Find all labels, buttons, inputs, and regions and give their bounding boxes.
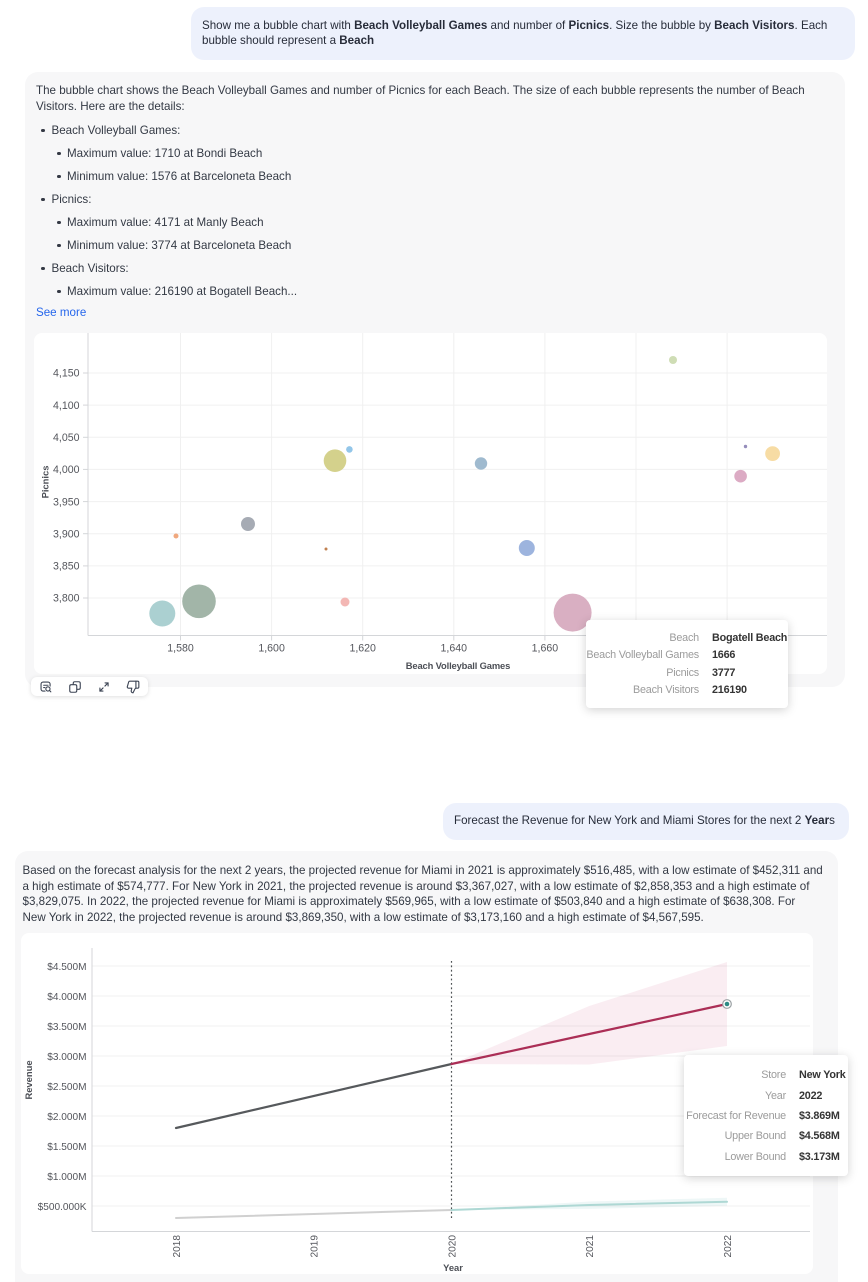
svg-text:2022: 2022 [723, 1235, 734, 1258]
svg-text:3,800: 3,800 [53, 593, 80, 605]
svg-text:$1.500M: $1.500M [47, 1142, 86, 1153]
svg-text:4,100: 4,100 [53, 400, 80, 412]
svg-text:$1.000M: $1.000M [47, 1172, 86, 1183]
svg-text:3,850: 3,850 [53, 561, 80, 573]
svg-text:$500.000K: $500.000K [38, 1202, 87, 1213]
svg-text:$3.500M: $3.500M [47, 1022, 86, 1033]
svg-text:$3.000M: $3.000M [47, 1052, 86, 1063]
svg-text:$2.000M: $2.000M [47, 1112, 86, 1123]
svg-text:$2.500M: $2.500M [47, 1082, 86, 1093]
svg-text:2018: 2018 [172, 1235, 183, 1258]
svg-text:Beach Volleyball Games: Beach Volleyball Games [406, 660, 510, 671]
svg-text:2019: 2019 [310, 1235, 321, 1258]
svg-text:4,150: 4,150 [53, 368, 80, 380]
svg-text:1,640: 1,640 [441, 643, 468, 655]
svg-text:Picnics: Picnics [40, 466, 51, 499]
svg-text:1,600: 1,600 [258, 643, 285, 655]
svg-text:3,900: 3,900 [53, 528, 80, 540]
svg-text:2020: 2020 [447, 1235, 458, 1258]
svg-text:$4.500M: $4.500M [47, 962, 86, 973]
svg-text:4,000: 4,000 [53, 464, 80, 476]
svg-text:1,660: 1,660 [532, 643, 559, 655]
svg-text:3,950: 3,950 [53, 496, 80, 508]
svg-text:Year: Year [443, 1262, 463, 1273]
svg-text:2021: 2021 [585, 1235, 596, 1258]
svg-text:4,050: 4,050 [53, 432, 80, 444]
svg-text:1,620: 1,620 [349, 643, 376, 655]
svg-text:1,580: 1,580 [167, 643, 194, 655]
svg-text:$4.000M: $4.000M [47, 992, 86, 1003]
svg-text:Revenue: Revenue [23, 1060, 34, 1099]
